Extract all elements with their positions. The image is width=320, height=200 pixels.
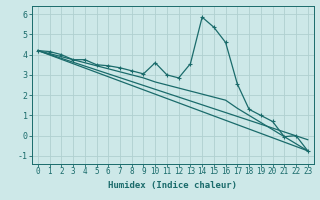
X-axis label: Humidex (Indice chaleur): Humidex (Indice chaleur) <box>108 181 237 190</box>
